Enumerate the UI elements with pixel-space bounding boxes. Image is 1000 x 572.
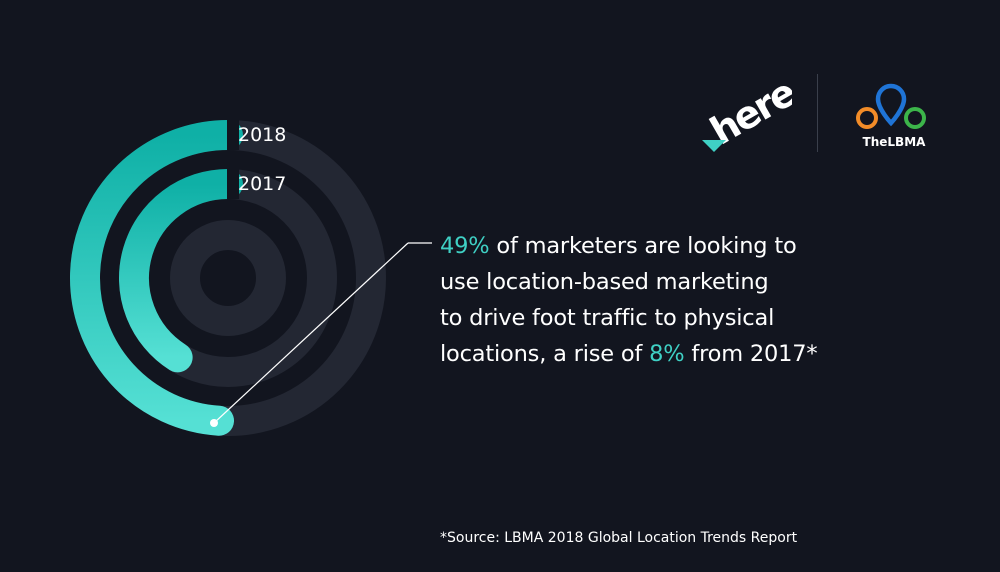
logo-divider: [817, 74, 818, 152]
headline-line-2: use location-based marketing: [440, 269, 769, 295]
ring-track-3: [170, 220, 286, 336]
headline-text: 49% of marketers are looking to use loca…: [440, 228, 860, 372]
headline-percent-49: 49%: [440, 233, 490, 259]
series-label-2018: 2018: [238, 124, 287, 146]
location-pin-icon: [875, 83, 907, 127]
headline-percent-8: 8%: [649, 341, 685, 367]
radial-bar-2018: [70, 120, 243, 436]
radial-bar-cap-2017: [227, 169, 239, 199]
headline-line-1-text: of marketers are looking to: [489, 233, 797, 259]
series-label-2017: 2017: [238, 173, 287, 195]
here-logo: here: [702, 70, 792, 153]
here-logo-triangle: [702, 140, 726, 152]
callout-dot: [210, 419, 218, 427]
lbma-logo-text: TheLBMA: [863, 135, 927, 149]
headline-line-4-pre: locations, a rise of: [440, 341, 650, 367]
callout-line: [213, 242, 409, 424]
green-ring-icon: [904, 107, 926, 129]
headline-line-4: locations, a rise of 8% from 2017*: [440, 336, 860, 372]
headline-line-1: 49% of marketers are looking to: [440, 228, 860, 264]
orange-ring-icon: [856, 107, 878, 129]
radial-bar-cap-2018: [227, 120, 239, 150]
radial-bar-2017: [119, 169, 243, 373]
source-note: *Source: LBMA 2018 Global Location Trend…: [440, 530, 798, 546]
lbma-logo: TheLBMA: [856, 83, 927, 149]
headline-line-3: to drive foot traffic to physical: [440, 305, 775, 331]
headline-line-4-post: from 2017*: [684, 341, 818, 367]
